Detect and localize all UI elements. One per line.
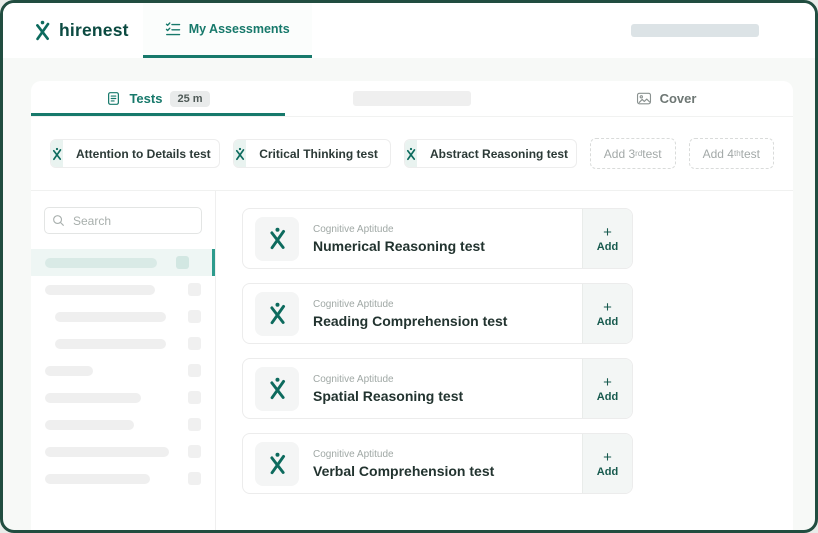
brand-name: hirenest [59,20,129,40]
test-name: Numerical Reasoning test [313,237,485,254]
tab-placeholder[interactable] [285,81,539,116]
test-category: Cognitive Aptitude [313,448,394,460]
add-test-button[interactable]: + Add [582,434,632,493]
hirenest-x-logo-icon [255,441,299,486]
selected-tests-row: Attention to Details test Critical Think… [31,117,793,191]
tab-my-assessments[interactable]: My Assessments [142,3,312,58]
tab-tests-label: Tests [129,91,163,106]
test-card-text: Cognitive Aptitude Verbal Comprehension … [313,449,582,479]
category-list [31,249,215,492]
assessment-builder-card: Tests 25 m Cover [31,81,793,530]
hirenest-x-logo-icon [405,140,418,167]
plus-icon: + [603,448,612,466]
category-item[interactable] [31,438,215,465]
test-card-text: Cognitive Aptitude Reading Comprehension… [313,299,582,329]
count-placeholder [176,256,189,269]
tab-cover[interactable]: Cover [539,81,793,116]
count-placeholder [188,364,201,377]
test-card-text: Cognitive Aptitude Spatial Reasoning tes… [313,374,582,404]
test-card: Cognitive Aptitude Reading Comprehension… [242,283,633,344]
count-placeholder [188,283,201,296]
count-placeholder [188,472,201,485]
selected-test-chip: Attention to Details test [50,139,221,168]
category-item[interactable] [31,357,215,384]
selected-test-chip: Abstract Reasoning test [404,139,577,168]
selected-test-name: Abstract Reasoning test [430,146,569,161]
brand-logo[interactable]: hirenest [33,20,129,41]
count-placeholder [188,310,201,323]
count-placeholder [188,445,201,458]
category-item[interactable] [31,411,215,438]
hirenest-x-logo-icon [255,216,299,261]
image-icon [636,91,652,106]
tab-placeholder-bar [353,91,471,106]
test-card: Cognitive Aptitude Spatial Reasoning tes… [242,358,633,419]
count-placeholder [188,418,201,431]
tab-my-assessments-label: My Assessments [188,22,290,36]
plus-icon: + [603,298,612,316]
test-card: Cognitive Aptitude Verbal Comprehension … [242,433,633,494]
count-placeholder [188,391,201,404]
add-label: Add [596,315,619,328]
add-label: Add [596,390,619,403]
add-slot-text: Add 3 [603,146,636,161]
hirenest-x-logo-icon [51,140,63,167]
search-icon [52,214,65,232]
category-item[interactable] [31,465,215,492]
category-item[interactable] [31,276,215,303]
add-slot-text: test [642,146,662,161]
test-category: Cognitive Aptitude [313,373,394,385]
search-input[interactable] [44,207,202,234]
test-category: Cognitive Aptitude [313,298,394,310]
tab-cover-label: Cover [659,91,697,106]
add-test-button[interactable]: + Add [582,209,632,268]
selected-test-name: Attention to Details test [76,146,211,161]
builder-content: Cognitive Aptitude Numerical Reasoning t… [31,191,793,530]
test-card: Cognitive Aptitude Numerical Reasoning t… [242,208,633,269]
hirenest-x-logo-icon [255,366,299,411]
checklist-icon [165,21,181,37]
add-slot-text: Add 4 [702,146,734,161]
add-label: Add [596,240,619,253]
hirenest-x-logo-icon [33,20,52,41]
category-item[interactable] [31,303,215,330]
category-item-selected[interactable] [31,249,215,276]
plus-icon: + [603,373,612,391]
tab-tests[interactable]: Tests 25 m [31,81,285,116]
search-box [44,207,202,234]
top-header: hirenest My Assessments [3,3,815,58]
test-category: Cognitive Aptitude [313,223,394,235]
category-item[interactable] [31,384,215,411]
add-slot-text: test [740,146,760,161]
plus-icon: + [603,223,612,241]
category-item[interactable] [31,330,215,357]
tests-duration-badge: 25 m [170,90,210,107]
list-card-icon [106,91,121,106]
hirenest-x-logo-icon [255,291,299,336]
add-test-button[interactable]: + Add [582,359,632,418]
count-placeholder [188,337,201,350]
add-test-button[interactable]: + Add [582,284,632,343]
header-placeholder-bar [631,24,759,37]
selected-test-chip: Critical Thinking test [233,139,392,168]
builder-tabbar: Tests 25 m Cover [31,81,793,117]
add-label: Add [596,465,619,478]
test-name: Reading Comprehension test [313,312,508,329]
hirenest-x-logo-icon [234,140,247,167]
categories-sidebar [31,191,216,530]
test-catalog-list: Cognitive Aptitude Numerical Reasoning t… [216,191,793,530]
test-name: Verbal Comprehension test [313,462,495,479]
selected-test-name: Critical Thinking test [259,146,378,161]
test-card-text: Cognitive Aptitude Numerical Reasoning t… [313,224,582,254]
test-name: Spatial Reasoning test [313,387,464,404]
